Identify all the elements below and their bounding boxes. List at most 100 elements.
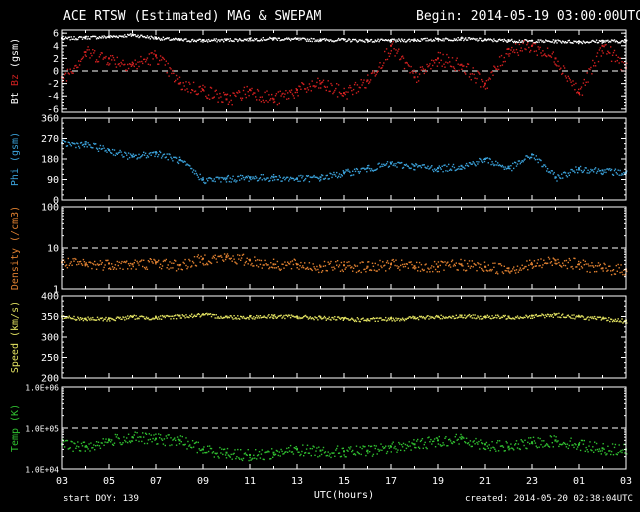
begin-time: Begin: 2014-05-19 03:00:00UTC	[416, 9, 640, 24]
data-point	[123, 156, 125, 158]
data-point	[193, 442, 196, 445]
data-point	[72, 318, 74, 320]
data-point	[291, 93, 294, 95]
data-point	[624, 274, 626, 276]
data-point	[143, 35, 146, 38]
data-point	[63, 73, 66, 76]
data-point	[458, 39, 460, 41]
data-point	[192, 169, 195, 171]
data-point	[241, 39, 244, 42]
data-point	[198, 178, 200, 181]
data-point	[266, 317, 268, 319]
data-point	[236, 318, 238, 320]
data-point	[573, 257, 575, 259]
data-point	[265, 316, 267, 319]
data-point	[564, 316, 567, 319]
data-point	[300, 174, 302, 177]
data-point	[315, 450, 317, 452]
data-point	[279, 455, 281, 457]
data-point	[499, 65, 502, 67]
data-point	[530, 40, 532, 42]
data-point	[612, 454, 615, 456]
data-point	[352, 174, 355, 176]
data-point	[453, 67, 456, 70]
data-point	[399, 269, 401, 271]
data-point	[313, 318, 315, 321]
data-point	[170, 437, 172, 439]
data-point	[251, 39, 253, 42]
data-point	[468, 76, 471, 78]
data-point	[386, 39, 389, 42]
data-point	[119, 65, 121, 67]
data-point	[306, 87, 309, 89]
data-point	[500, 165, 503, 168]
data-point	[383, 447, 385, 450]
data-point	[68, 447, 70, 450]
data-point	[191, 313, 193, 315]
data-point	[336, 316, 339, 318]
data-point	[93, 319, 95, 321]
data-point	[372, 453, 375, 456]
data-point	[557, 258, 559, 261]
data-point	[136, 260, 138, 263]
data-point	[198, 86, 200, 88]
data-point	[435, 59, 438, 61]
data-point	[218, 255, 220, 257]
data-point	[267, 450, 269, 452]
data-point	[546, 444, 549, 446]
data-point	[244, 177, 247, 179]
data-point	[99, 144, 102, 147]
data-point	[142, 315, 144, 318]
data-point	[606, 270, 608, 272]
data-point	[123, 436, 125, 438]
data-point	[276, 39, 279, 41]
data-point	[128, 156, 131, 159]
data-point	[441, 261, 443, 263]
data-point	[184, 161, 186, 163]
data-point	[67, 72, 69, 74]
data-point	[116, 36, 118, 38]
data-point	[287, 261, 289, 263]
data-point	[274, 95, 277, 97]
data-point	[598, 265, 601, 267]
data-point	[194, 264, 197, 267]
data-point	[357, 90, 360, 93]
data-point	[134, 431, 136, 433]
data-point	[545, 55, 547, 57]
data-point	[290, 268, 293, 270]
data-point	[528, 40, 530, 42]
data-point	[375, 270, 377, 272]
data-point	[91, 447, 93, 449]
data-point	[599, 316, 601, 318]
data-point	[190, 40, 192, 43]
data-point	[130, 315, 133, 318]
data-point	[95, 441, 98, 443]
data-point	[213, 314, 215, 316]
data-point	[477, 262, 479, 264]
data-point	[84, 450, 86, 452]
data-point-speed	[601, 317, 604, 320]
data-point	[568, 77, 570, 79]
data-point	[369, 318, 372, 320]
y-tick-label: -4	[47, 92, 59, 103]
data-point	[626, 453, 628, 455]
data-point	[281, 263, 283, 265]
data-point	[477, 315, 479, 317]
data-point	[323, 85, 326, 88]
data-point	[78, 261, 81, 263]
data-point	[155, 433, 157, 435]
data-point	[373, 169, 376, 171]
data-point	[418, 447, 421, 450]
data-point	[265, 39, 267, 41]
data-point	[190, 315, 192, 317]
data-point	[339, 92, 342, 95]
data-point	[466, 63, 469, 65]
data-point	[508, 449, 510, 451]
data-point	[215, 314, 217, 316]
data-point	[397, 50, 399, 52]
data-point	[248, 95, 250, 97]
data-point	[596, 448, 599, 451]
data-point	[65, 317, 68, 319]
data-point	[589, 41, 591, 43]
data-point	[95, 445, 97, 447]
